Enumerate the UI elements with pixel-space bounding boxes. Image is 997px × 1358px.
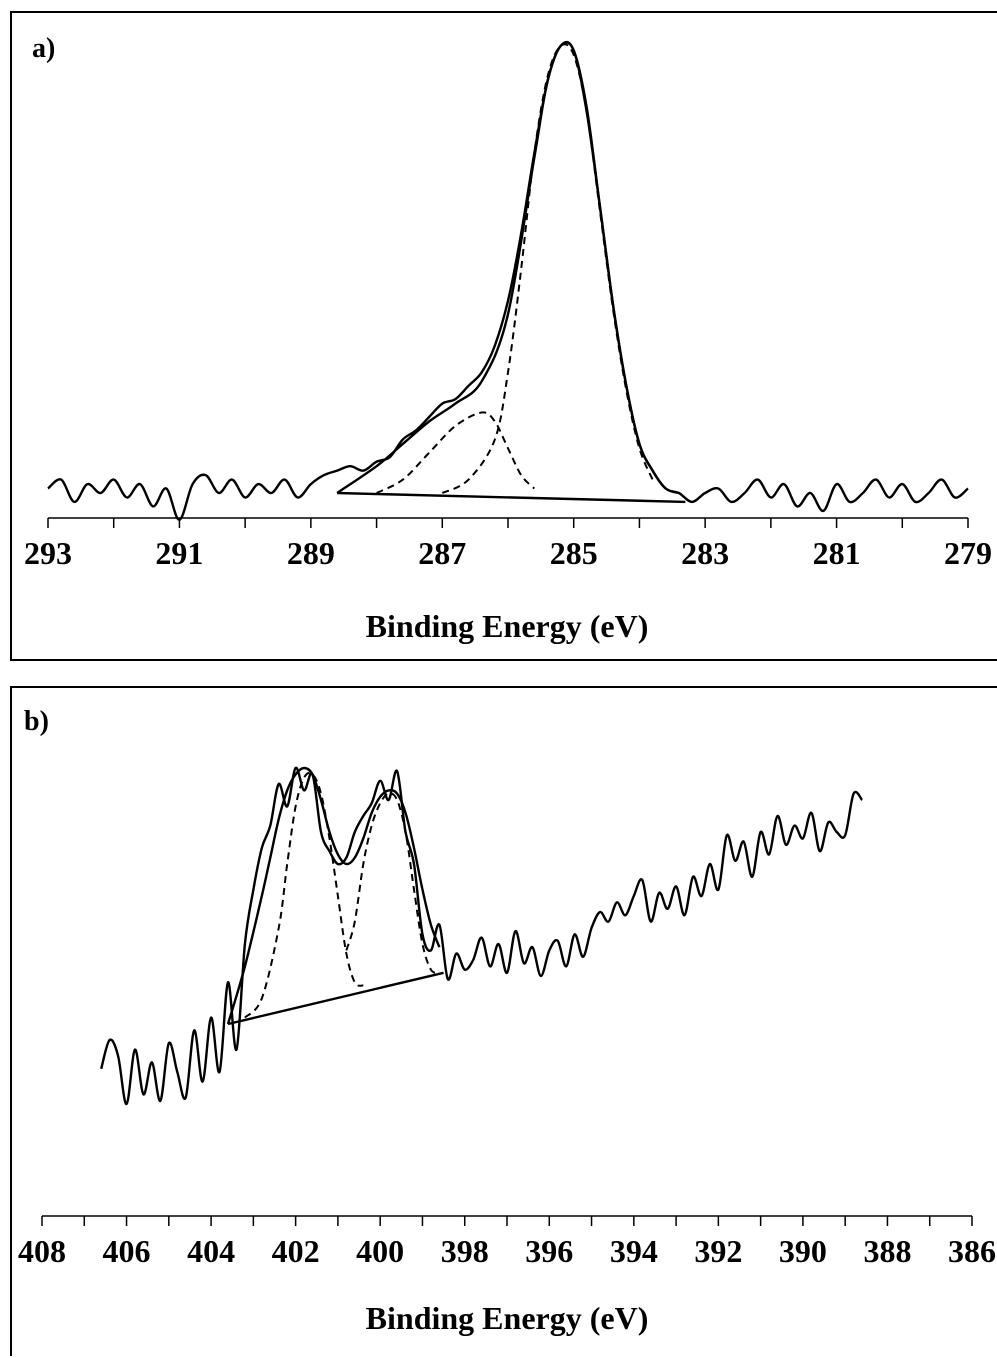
chart-panel-b: b) 408 406 404 402 400 398 396 394 392 390 388 386 … bbox=[10, 686, 997, 1356]
panel-label: a) bbox=[32, 33, 56, 64]
x-tick-label: 289 bbox=[287, 535, 335, 571]
x-tick-label: 386 bbox=[948, 1233, 996, 1269]
series-component-1 bbox=[244, 771, 364, 1019]
series-component-2 bbox=[441, 43, 654, 494]
x-tick-label: 281 bbox=[813, 535, 861, 571]
x-tick-label: 408 bbox=[18, 1233, 66, 1269]
series-measured bbox=[100, 766, 864, 1106]
x-tick-label: 392 bbox=[694, 1233, 742, 1269]
plot-area: 408 406 404 402 400 398 396 394 392 390 388 386 bbox=[18, 766, 996, 1269]
x-tick-label: 283 bbox=[681, 535, 729, 571]
x-tick-label: 291 bbox=[155, 535, 203, 571]
x-tick-label: 287 bbox=[418, 535, 466, 571]
series-baseline bbox=[227, 971, 444, 1026]
x-tick-label: 406 bbox=[103, 1233, 151, 1269]
series-component-2 bbox=[345, 792, 440, 974]
x-tick-label: 279 bbox=[944, 535, 992, 571]
x-tick-label: 402 bbox=[272, 1233, 320, 1269]
plot-area: 293 291 289 287 285 283 281 279 bbox=[24, 40, 992, 571]
x-tick-label: 400 bbox=[356, 1233, 404, 1269]
series-envelope bbox=[226, 766, 441, 1025]
x-tick-label: 293 bbox=[24, 535, 72, 571]
x-tick-label: 404 bbox=[187, 1233, 235, 1269]
x-tick-label: 394 bbox=[610, 1233, 658, 1269]
x-axis-label: Binding Energy (eV) bbox=[365, 1300, 649, 1336]
x-tick-label: 396 bbox=[525, 1233, 573, 1269]
x-tick-label: 390 bbox=[779, 1233, 827, 1269]
series-component-1 bbox=[376, 411, 536, 494]
series-envelope bbox=[336, 41, 680, 495]
x-tick-label: 285 bbox=[550, 535, 598, 571]
x-axis-label: Binding Energy (eV) bbox=[365, 608, 649, 644]
x-tick-label: 398 bbox=[441, 1233, 489, 1269]
x-tick-label: 388 bbox=[863, 1233, 911, 1269]
series-measured bbox=[47, 40, 969, 522]
panel-label: b) bbox=[24, 706, 49, 737]
series-baseline bbox=[337, 491, 686, 504]
chart-panel-a: a) 293 291 289 287 285 283 281 279 Binding Ener… bbox=[10, 11, 997, 661]
